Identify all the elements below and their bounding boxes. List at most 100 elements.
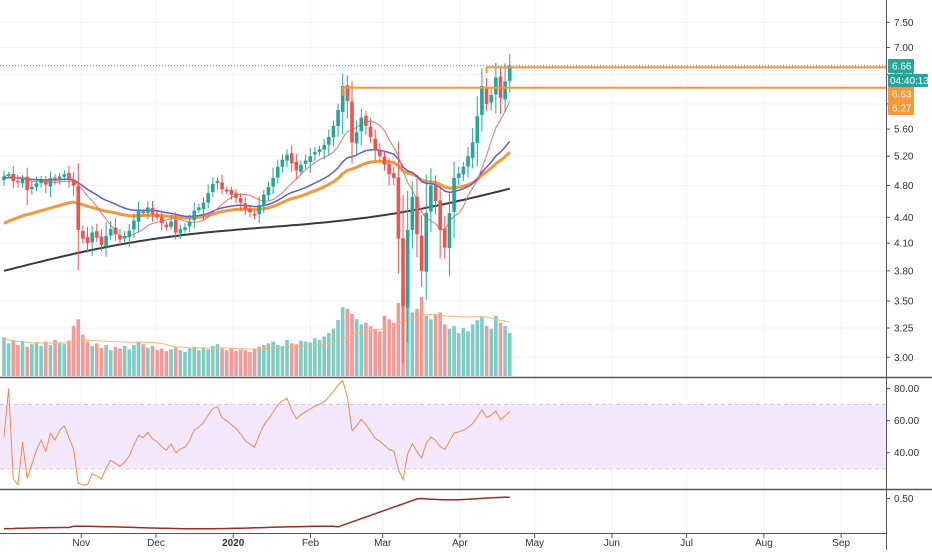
candle-body <box>461 166 466 175</box>
volume-bar <box>146 347 150 376</box>
volume-bar <box>503 326 507 376</box>
candle-body <box>201 202 206 209</box>
volume-bar <box>164 351 169 376</box>
volume-bar <box>364 322 368 376</box>
candle-body <box>470 142 475 158</box>
volume-bar <box>494 315 498 376</box>
candle-body <box>127 230 132 238</box>
level-upper-tag: 6.63 <box>892 90 912 101</box>
ma-50-line <box>3 140 511 218</box>
candle-body <box>391 173 396 178</box>
volume-bar <box>16 345 20 376</box>
candle-body <box>299 164 303 172</box>
candle-body <box>16 181 20 183</box>
volume-bar <box>507 333 512 376</box>
volume-bar <box>429 319 433 376</box>
last-price-tag: 6.66 <box>892 62 912 73</box>
price-tick-label: 4.10 <box>894 239 914 250</box>
time-axis[interactable]: Nov Dec 2020 Feb Mar Apr May Jun Jul Aug Sep <box>72 534 850 549</box>
volume-bar <box>252 348 257 376</box>
time-tick-label: May <box>525 538 544 549</box>
candle-body <box>429 185 433 212</box>
countdown-tag: 04:40:13 <box>890 76 929 87</box>
candle-body <box>447 213 452 249</box>
ma-200-line <box>3 187 511 272</box>
price-tick-label: 3.25 <box>894 323 914 334</box>
volume-bar <box>99 347 104 376</box>
volume-bar <box>391 322 396 376</box>
volume-bar <box>183 351 187 376</box>
bottom-indicator <box>3 496 510 530</box>
volume-bar <box>354 319 359 376</box>
volume-bar <box>11 340 16 376</box>
volume-bar <box>382 315 387 376</box>
volume-bar <box>178 350 183 376</box>
volume-bar <box>424 315 429 376</box>
candle-body <box>11 173 16 181</box>
volume-bar <box>410 312 415 376</box>
candle-body <box>81 230 85 239</box>
candle-body <box>155 214 159 218</box>
volume-bar <box>271 341 275 376</box>
volume-bar <box>20 341 25 376</box>
volume-bar <box>368 326 373 376</box>
candle-body <box>164 224 169 228</box>
candle-body <box>99 236 104 245</box>
candle-body <box>285 154 289 161</box>
volume-bar <box>475 320 480 376</box>
horizontal-levels[interactable] <box>0 65 886 96</box>
bottom-indicator-line <box>3 496 510 530</box>
volume-bar <box>447 328 452 376</box>
volume-bar <box>294 344 299 376</box>
candle-body <box>206 193 210 203</box>
rsi-line <box>3 379 511 487</box>
candle-body <box>443 228 447 248</box>
candle-body <box>108 229 113 236</box>
candle-body <box>396 177 401 239</box>
volume-bar <box>34 342 39 376</box>
candle-body <box>489 94 493 103</box>
candle-body <box>438 200 442 230</box>
volume-bar <box>48 345 53 376</box>
candle-body <box>327 137 331 145</box>
candle-body <box>336 110 340 126</box>
volume-bar <box>155 350 159 376</box>
volume-bar <box>43 341 48 376</box>
volume-bar <box>262 345 266 376</box>
candle-body <box>169 221 173 227</box>
volume-bar <box>62 344 67 376</box>
level-upper-line <box>485 66 886 74</box>
price-tick-label: 5.20 <box>894 152 914 163</box>
candle-body <box>229 189 234 195</box>
volume-bar <box>489 328 493 376</box>
volume-bar <box>438 312 442 376</box>
candle-body <box>150 207 155 214</box>
candle-body <box>215 180 220 184</box>
volume-bar <box>234 351 238 376</box>
volume-bar <box>150 345 155 376</box>
candle-body <box>136 210 141 222</box>
candle-body <box>257 205 261 215</box>
price-tick-label: 4.40 <box>894 213 914 224</box>
candle-body <box>480 86 484 115</box>
level-upper-tag-bg <box>888 87 914 101</box>
price-tick-label: 3.00 <box>894 353 914 364</box>
candle-body <box>303 160 308 165</box>
candle-body <box>104 236 108 247</box>
candle-body <box>34 183 39 187</box>
volume-bar <box>57 343 62 376</box>
candle-body <box>234 193 238 198</box>
volume-series <box>2 290 512 376</box>
candle-body <box>192 210 197 221</box>
ma-100-line <box>3 151 511 225</box>
candle-body <box>424 213 429 272</box>
candle-body <box>331 125 336 138</box>
candle-body <box>178 229 183 234</box>
candle-body <box>159 217 164 224</box>
candle-body <box>2 176 6 181</box>
rsi-indicator <box>3 379 511 487</box>
volume-bar <box>373 328 377 376</box>
volume-bar <box>187 348 192 376</box>
